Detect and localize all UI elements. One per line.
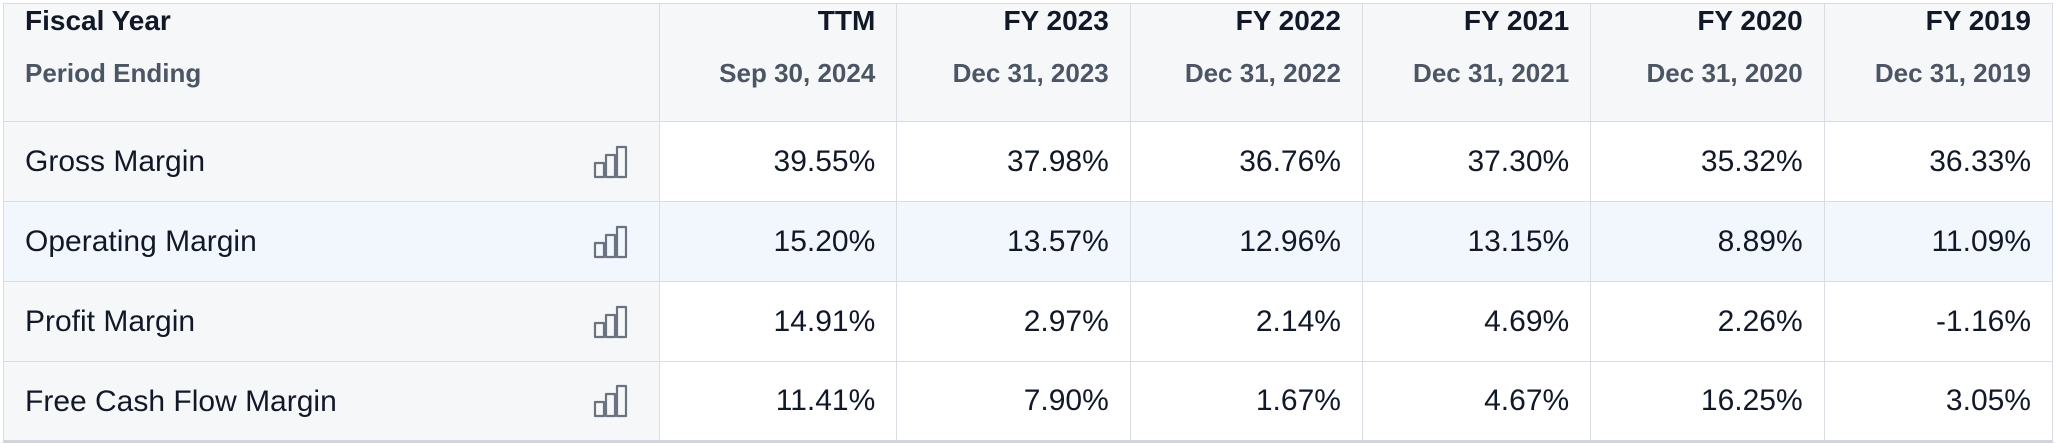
column-period-label: TTM [817, 5, 876, 36]
bar-chart-icon[interactable] [593, 384, 629, 418]
table-row-gross-margin: Gross Margin 39.55% 37.98% 36.76% 37.30%… [3, 121, 2054, 202]
fiscal-year-label: Fiscal Year [25, 5, 171, 36]
cell-value: 2.97% [896, 281, 1131, 362]
row-label-cell: Gross Margin [3, 121, 660, 202]
row-label-cell: Free Cash Flow Margin [3, 361, 660, 443]
cell-value: 7.90% [896, 361, 1131, 443]
column-period-label: FY 2021 [1463, 5, 1570, 36]
table-row-profit-margin: Profit Margin 14.91% 2.97% 2.14% 4.69% 2… [3, 281, 2054, 362]
row-label: Operating Margin [25, 225, 257, 259]
cell-value: 2.26% [1590, 281, 1825, 362]
column-header-ttm: TTM Sep 30, 2024 [658, 3, 898, 122]
financial-ratios-table: Fiscal Year Period Ending TTM Sep 30, 20… [3, 3, 2054, 443]
column-header-fy2021: FY 2021 Dec 31, 2021 [1361, 3, 1592, 122]
period-ending-label: Period Ending [25, 58, 202, 88]
bar-chart-icon[interactable] [593, 145, 629, 179]
cell-value: 36.76% [1129, 121, 1363, 202]
column-header-fy2023: FY 2023 Dec 31, 2023 [896, 3, 1131, 122]
table-body: Gross Margin 39.55% 37.98% 36.76% 37.30%… [3, 121, 2054, 443]
column-period-label: FY 2022 [1235, 5, 1341, 36]
header-row: Fiscal Year Period Ending TTM Sep 30, 20… [3, 3, 2054, 122]
column-header-fy2020: FY 2020 Dec 31, 2020 [1590, 3, 1825, 122]
cell-value: 12.96% [1129, 201, 1363, 282]
cell-value: 37.98% [896, 121, 1131, 202]
cell-value: 11.41% [658, 361, 898, 443]
cell-value: 13.15% [1361, 201, 1592, 282]
cell-value: 3.05% [1823, 361, 2054, 443]
row-label: Free Cash Flow Margin [25, 384, 337, 418]
row-label-cell: Profit Margin [3, 281, 660, 362]
column-period-label: FY 2023 [1003, 5, 1109, 36]
column-date-label: Dec 31, 2019 [1874, 58, 2031, 88]
cell-value: 36.33% [1823, 121, 2054, 202]
column-date-label: Dec 31, 2023 [952, 58, 1109, 88]
column-period-label: FY 2020 [1697, 5, 1803, 36]
column-date-label: Sep 30, 2024 [719, 58, 876, 88]
cell-value: 39.55% [658, 121, 898, 202]
table-row-free-cash-flow-margin: Free Cash Flow Margin 11.41% 7.90% 1.67%… [3, 361, 2054, 443]
cell-value: 8.89% [1590, 201, 1825, 282]
bar-chart-icon[interactable] [593, 305, 629, 339]
column-date-label: Dec 31, 2022 [1184, 58, 1341, 88]
column-header-fy2022: FY 2022 Dec 31, 2022 [1129, 3, 1363, 122]
cell-value: 16.25% [1590, 361, 1825, 443]
cell-value: 11.09% [1823, 201, 2054, 282]
cell-value: 2.14% [1129, 281, 1363, 362]
cell-value: 13.57% [896, 201, 1131, 282]
column-period-label: FY 2019 [1925, 5, 2031, 36]
table-header: Fiscal Year Period Ending TTM Sep 30, 20… [3, 3, 2054, 122]
cell-value: 4.69% [1361, 281, 1592, 362]
bar-chart-icon[interactable] [593, 225, 629, 259]
cell-value: 15.20% [658, 201, 898, 282]
column-date-label: Dec 31, 2021 [1413, 58, 1570, 88]
cell-value: 4.67% [1361, 361, 1592, 443]
header-label-cell: Fiscal Year Period Ending [3, 3, 660, 122]
column-date-label: Dec 31, 2020 [1646, 58, 1803, 88]
row-label-cell: Operating Margin [3, 201, 660, 282]
cell-value: 14.91% [658, 281, 898, 362]
row-label: Profit Margin [25, 305, 196, 339]
cell-value: 1.67% [1129, 361, 1363, 443]
row-label: Gross Margin [25, 145, 206, 179]
column-header-fy2019: FY 2019 Dec 31, 2019 [1823, 3, 2054, 122]
cell-value: 35.32% [1590, 121, 1825, 202]
table-row-operating-margin: Operating Margin 15.20% 13.57% 12.96% 13… [3, 201, 2054, 282]
cell-value: -1.16% [1823, 281, 2054, 362]
cell-value: 37.30% [1361, 121, 1592, 202]
